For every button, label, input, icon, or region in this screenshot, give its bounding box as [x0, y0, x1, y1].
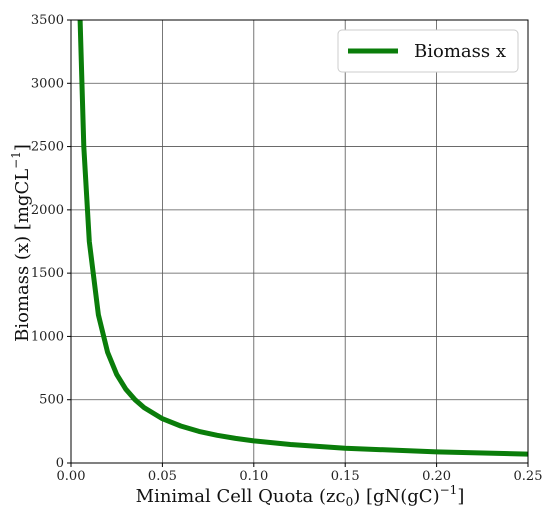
y-tick-label: 1000 — [31, 329, 64, 344]
x-tick-label: 0.25 — [514, 469, 543, 484]
series-line-biomass-x — [77, 19, 529, 457]
y-tick-label: 3500 — [31, 13, 64, 28]
plot-frame — [70, 19, 529, 464]
legend-label: Biomass x — [414, 41, 506, 62]
x-tick-label: 0.05 — [148, 469, 177, 484]
x-tick-label: 0.15 — [331, 469, 360, 484]
grid-lines — [70, 19, 529, 464]
x-tick-label: 0.00 — [57, 469, 86, 484]
series-lines — [77, 19, 529, 457]
y-tick-label: 0 — [56, 456, 64, 471]
y-tick-label: 2000 — [31, 203, 64, 218]
y-tick-label: 3000 — [31, 76, 64, 91]
legend-box — [337, 29, 519, 73]
x-tick-label: 0.10 — [239, 469, 268, 484]
x-tick-label: 0.20 — [422, 469, 451, 484]
legend: Biomass x — [337, 29, 519, 73]
y-ticks: 0 500 1000 1500 2000 2500 3000 3500 — [31, 13, 71, 471]
y-axis-label: Biomass (x) [mgCL−1] — [9, 144, 33, 342]
y-tick-label: 2500 — [31, 140, 64, 155]
y-tick-label: 500 — [39, 393, 64, 408]
y-tick-label: 1500 — [31, 266, 64, 281]
x-ticks: 0.00 0.05 0.10 0.15 0.20 0.25 — [57, 463, 543, 484]
x-axis-label: Minimal Cell Quota (zc0) [gN(gC)−1] — [136, 483, 465, 509]
